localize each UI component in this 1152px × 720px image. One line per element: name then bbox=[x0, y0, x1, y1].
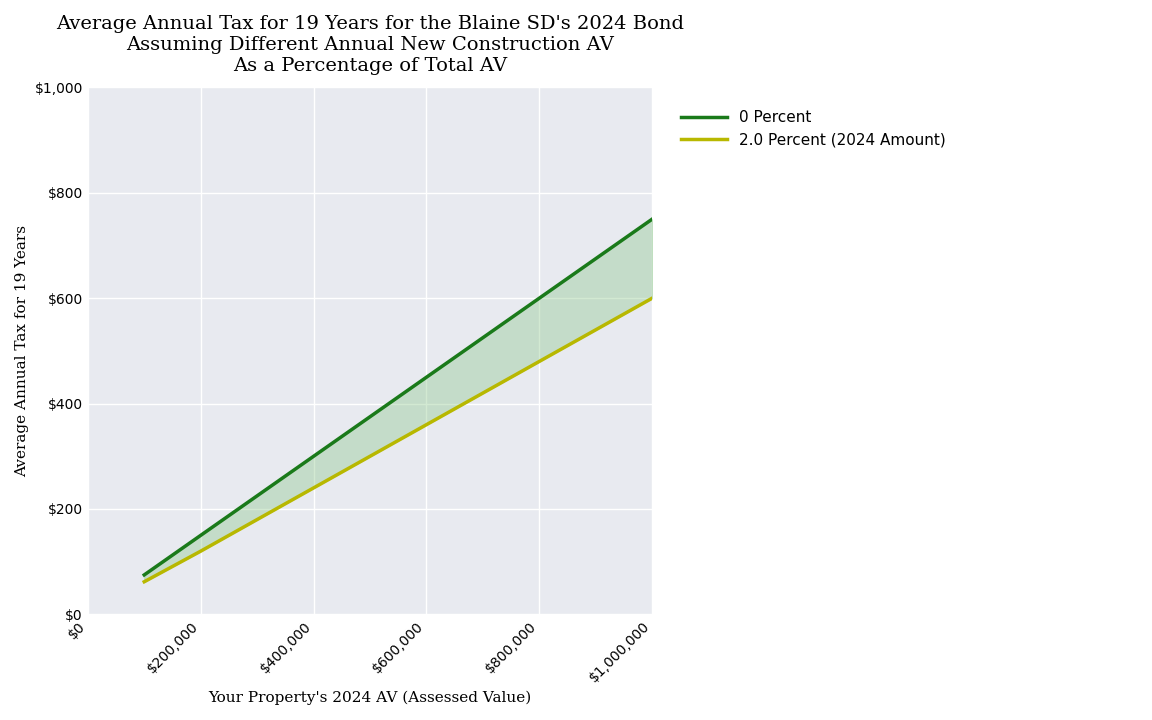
0 Percent bbox=[363, 413, 377, 421]
0 Percent bbox=[476, 333, 490, 342]
2.0 Percent (2024 Amount) bbox=[589, 325, 602, 334]
Title: Average Annual Tax for 19 Years for the Blaine SD's 2024 Bond
Assuming Different: Average Annual Tax for 19 Years for the … bbox=[56, 15, 684, 75]
0 Percent bbox=[645, 215, 659, 223]
2.0 Percent (2024 Amount) bbox=[194, 547, 207, 556]
0 Percent bbox=[194, 531, 207, 540]
2.0 Percent (2024 Amount) bbox=[476, 389, 490, 397]
0 Percent bbox=[532, 294, 546, 302]
2.0 Percent (2024 Amount) bbox=[306, 484, 320, 492]
2.0 Percent (2024 Amount) bbox=[419, 420, 433, 429]
Line: 0 Percent: 0 Percent bbox=[144, 219, 652, 575]
0 Percent bbox=[306, 452, 320, 461]
0 Percent bbox=[589, 254, 602, 263]
0 Percent bbox=[419, 373, 433, 382]
X-axis label: Your Property's 2024 AV (Assessed Value): Your Property's 2024 AV (Assessed Value) bbox=[209, 690, 532, 705]
2.0 Percent (2024 Amount) bbox=[137, 577, 151, 586]
2.0 Percent (2024 Amount) bbox=[250, 516, 264, 524]
0 Percent bbox=[137, 570, 151, 579]
2.0 Percent (2024 Amount) bbox=[363, 452, 377, 461]
0 Percent bbox=[250, 492, 264, 500]
Line: 2.0 Percent (2024 Amount): 2.0 Percent (2024 Amount) bbox=[144, 298, 652, 582]
2.0 Percent (2024 Amount) bbox=[532, 357, 546, 366]
Y-axis label: Average Annual Tax for 19 Years: Average Annual Tax for 19 Years bbox=[15, 225, 29, 477]
Legend: 0 Percent, 2.0 Percent (2024 Amount): 0 Percent, 2.0 Percent (2024 Amount) bbox=[666, 95, 961, 163]
2.0 Percent (2024 Amount) bbox=[645, 294, 659, 302]
